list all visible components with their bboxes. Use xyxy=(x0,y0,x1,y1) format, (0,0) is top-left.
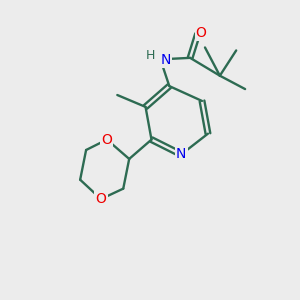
Text: O: O xyxy=(196,26,207,40)
Text: O: O xyxy=(95,192,106,206)
Text: N: N xyxy=(176,148,186,161)
Text: H: H xyxy=(146,49,156,62)
Text: N: N xyxy=(160,53,171,67)
Text: O: O xyxy=(101,133,112,147)
